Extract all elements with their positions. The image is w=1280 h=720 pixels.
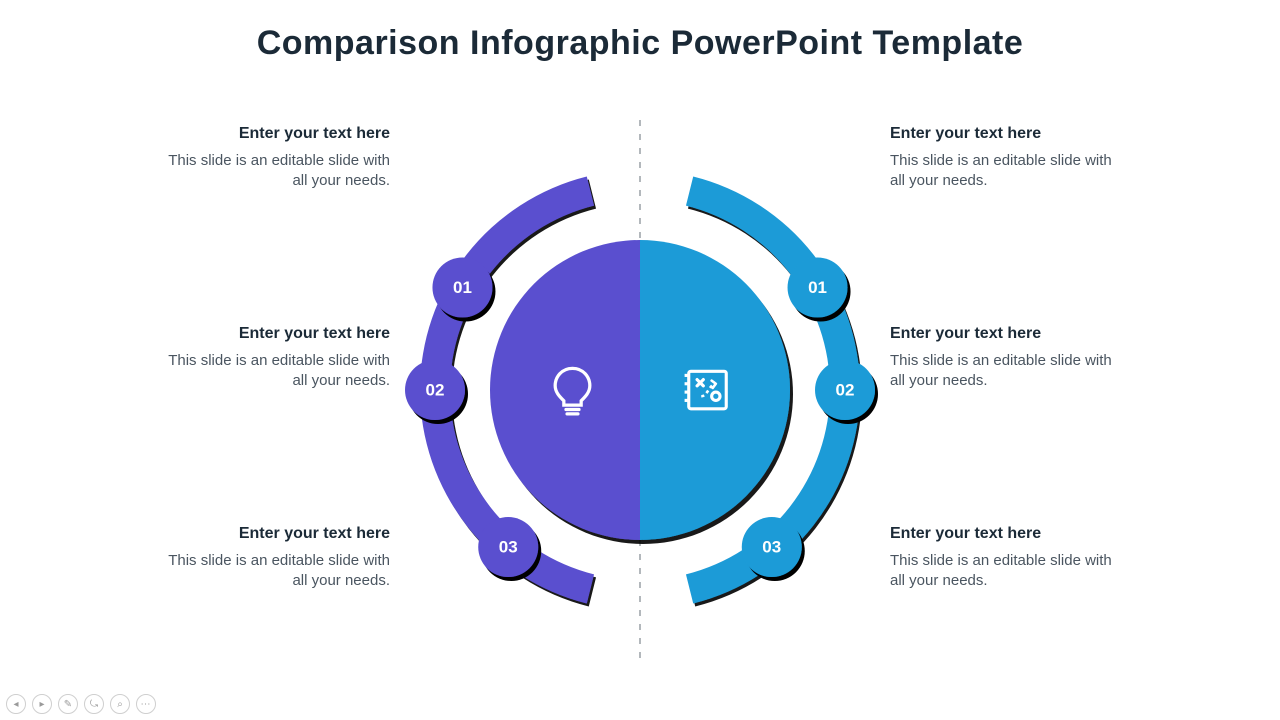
left-item-2-heading: Enter your text here bbox=[150, 325, 390, 343]
left-item-1: Enter your text here This slide is an ed… bbox=[150, 125, 390, 192]
left-item-1-heading: Enter your text here bbox=[150, 125, 390, 143]
svg-text:03: 03 bbox=[499, 538, 518, 557]
left-badge-2: 02 bbox=[405, 360, 465, 420]
nav-reload-button[interactable]: ⤿ bbox=[84, 694, 104, 714]
nav-pen-button[interactable]: ✎ bbox=[58, 694, 78, 714]
nav-more-button[interactable]: ⋯ bbox=[136, 694, 156, 714]
right-item-3-heading: Enter your text here bbox=[890, 525, 1130, 543]
nav-next-button[interactable]: ▸ bbox=[32, 694, 52, 714]
right-badge-3: 03 bbox=[742, 517, 802, 577]
svg-text:03: 03 bbox=[762, 538, 781, 557]
slide-nav: ◂ ▸ ✎ ⤿ ⌕ ⋯ bbox=[6, 694, 156, 714]
nav-prev-button[interactable]: ◂ bbox=[6, 694, 26, 714]
right-item-3-body: This slide is an editable slide with all… bbox=[890, 551, 1130, 592]
right-badge-2: 02 bbox=[815, 360, 875, 420]
svg-text:02: 02 bbox=[836, 381, 855, 400]
right-item-2-heading: Enter your text here bbox=[890, 325, 1130, 343]
left-item-2-body: This slide is an editable slide with all… bbox=[150, 351, 390, 392]
left-item-1-body: This slide is an editable slide with all… bbox=[150, 151, 390, 192]
left-badge-1: 01 bbox=[432, 258, 492, 318]
right-badge-1: 01 bbox=[788, 258, 848, 318]
left-inner-semicircle bbox=[490, 240, 640, 540]
diagram-stage: 01 02 03 01 02 03 Enter your text here This s… bbox=[0, 80, 1280, 720]
right-item-1-body: This slide is an editable slide with all… bbox=[890, 151, 1130, 192]
nav-zoom-button[interactable]: ⌕ bbox=[110, 694, 130, 714]
svg-text:02: 02 bbox=[426, 381, 445, 400]
svg-text:01: 01 bbox=[808, 278, 827, 297]
right-item-3: Enter your text here This slide is an ed… bbox=[890, 525, 1130, 592]
right-item-1-heading: Enter your text here bbox=[890, 125, 1130, 143]
slide-title: Comparison Infographic PowerPoint Templa… bbox=[0, 24, 1280, 63]
left-item-3-heading: Enter your text here bbox=[150, 525, 390, 543]
svg-text:01: 01 bbox=[453, 278, 472, 297]
right-inner-semicircle bbox=[640, 240, 790, 540]
left-item-2: Enter your text here This slide is an ed… bbox=[150, 325, 390, 392]
left-item-3-body: This slide is an editable slide with all… bbox=[150, 551, 390, 592]
left-item-3: Enter your text here This slide is an ed… bbox=[150, 525, 390, 592]
left-badge-3: 03 bbox=[478, 517, 538, 577]
slide: Comparison Infographic PowerPoint Templa… bbox=[0, 0, 1280, 720]
right-item-1: Enter your text here This slide is an ed… bbox=[890, 125, 1130, 192]
right-item-2-body: This slide is an editable slide with all… bbox=[890, 351, 1130, 392]
right-item-2: Enter your text here This slide is an ed… bbox=[890, 325, 1130, 392]
